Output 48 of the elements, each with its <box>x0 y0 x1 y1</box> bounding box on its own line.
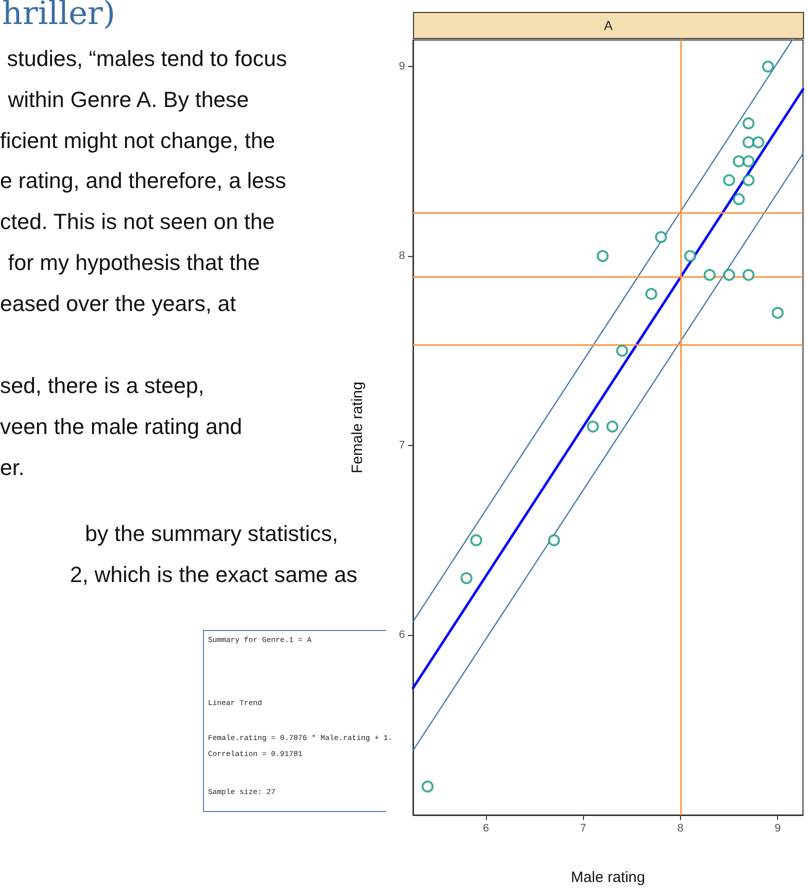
y-axis-title: Female rating <box>349 382 366 474</box>
point <box>742 155 755 168</box>
x-tick-label: 6 <box>482 822 490 834</box>
point <box>606 420 618 433</box>
point <box>616 344 628 357</box>
y-tick-label: 7 <box>398 440 405 452</box>
point <box>752 136 764 148</box>
chart-title: A <box>604 18 613 33</box>
x-tick-label: 8 <box>677 822 684 834</box>
x-tick-label: 7 <box>580 822 586 834</box>
x-axis-title: Male rating <box>570 869 646 886</box>
point <box>422 780 434 793</box>
point <box>732 193 745 206</box>
point <box>742 174 755 186</box>
text: sed, there is a steep, <box>0 373 204 399</box>
text: by the summary statistics, <box>85 521 338 547</box>
point <box>596 250 609 262</box>
point <box>762 60 774 73</box>
y-tick-label: 6 <box>398 628 405 641</box>
point <box>723 174 736 186</box>
point <box>772 306 784 319</box>
y-tick-label: 9 <box>398 60 405 73</box>
y-tick-label: 8 <box>398 250 405 262</box>
text: studies, “males tend to focus <box>7 46 288 72</box>
text: for my hypothesis that the <box>8 250 260 276</box>
text: ficient might not change, the <box>0 128 276 154</box>
text: within Genre A. By these <box>8 87 249 113</box>
text: veen the male rating and <box>0 414 242 440</box>
text: 2, which is the exact same as <box>70 562 358 588</box>
point <box>684 250 696 262</box>
point <box>645 288 658 300</box>
point <box>723 268 736 281</box>
point <box>742 268 755 281</box>
text: hriller) <box>2 0 116 32</box>
point <box>470 534 482 546</box>
text: cted. This is not seen on the <box>0 209 275 235</box>
point <box>655 231 668 244</box>
point <box>742 136 755 148</box>
point <box>586 420 599 433</box>
point <box>704 268 716 281</box>
x-tick-label: 9 <box>774 822 781 834</box>
point <box>460 572 472 584</box>
point <box>548 534 560 546</box>
text: er. <box>0 455 24 481</box>
text: e rating, and therefore, a less <box>0 168 286 194</box>
text: eased over the years, at <box>0 291 236 317</box>
point <box>742 117 755 130</box>
point <box>732 155 745 168</box>
